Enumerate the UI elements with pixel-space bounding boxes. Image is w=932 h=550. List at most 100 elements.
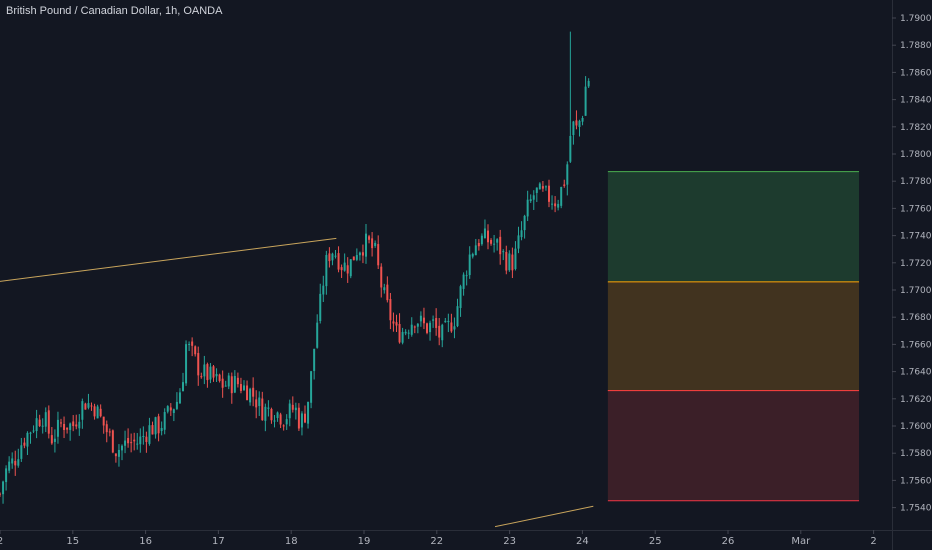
candle-body bbox=[267, 407, 270, 409]
candle-body bbox=[38, 419, 41, 427]
zone-target[interactable] bbox=[607, 171, 860, 282]
candle-body bbox=[148, 425, 151, 444]
candle-body bbox=[215, 374, 218, 377]
x-tick-label: 25 bbox=[649, 536, 662, 547]
candle-body bbox=[26, 432, 29, 447]
candle-body bbox=[313, 348, 316, 371]
candle-body bbox=[194, 346, 197, 355]
zone-entry[interactable] bbox=[607, 281, 860, 391]
y-tick-label: 1.78400 bbox=[900, 96, 932, 106]
trendline-1[interactable] bbox=[0, 237, 337, 282]
candle-body bbox=[252, 387, 255, 397]
y-tick-label: 1.76600 bbox=[900, 340, 932, 350]
candle-body bbox=[380, 266, 383, 288]
candle-body bbox=[78, 421, 81, 429]
y-tick-label: 1.77000 bbox=[900, 286, 932, 296]
candle-body bbox=[502, 251, 505, 253]
candle-body bbox=[0, 493, 1, 495]
candle-body bbox=[203, 364, 206, 377]
candle-body bbox=[456, 306, 459, 327]
candle-body bbox=[93, 406, 96, 417]
candle-body bbox=[285, 419, 288, 425]
candle-body bbox=[389, 299, 392, 321]
candle-body bbox=[154, 417, 157, 435]
x-tick-label: 18 bbox=[285, 536, 298, 547]
candle-body bbox=[23, 442, 26, 446]
candle-body bbox=[11, 458, 14, 464]
candle-body bbox=[404, 331, 407, 334]
candle-body bbox=[151, 425, 154, 435]
candle-body bbox=[407, 332, 410, 334]
candle-body bbox=[8, 461, 11, 471]
y-tick-label: 1.78200 bbox=[900, 123, 932, 133]
candle-body bbox=[111, 430, 114, 453]
candle-body bbox=[29, 432, 32, 434]
candle-body bbox=[41, 425, 44, 427]
candle-body bbox=[47, 410, 50, 434]
candle-body bbox=[578, 120, 581, 127]
x-axis-ticks: 2 15 16 17 18 19 22 23 24 25 26 Mar 2 bbox=[0, 530, 877, 547]
candle-body bbox=[221, 378, 224, 388]
candle-body bbox=[206, 364, 209, 381]
candle-body bbox=[72, 421, 75, 427]
candle-body bbox=[371, 238, 374, 249]
candle-body bbox=[340, 267, 343, 271]
candle-body bbox=[395, 322, 398, 326]
candle-body bbox=[529, 199, 532, 202]
candle-body bbox=[191, 341, 194, 346]
candle-body bbox=[172, 409, 175, 413]
candle-body bbox=[233, 375, 236, 393]
x-tick-label: 15 bbox=[66, 536, 79, 547]
candle-body bbox=[365, 233, 367, 257]
candles bbox=[0, 31, 590, 504]
candle-body bbox=[288, 403, 291, 419]
chart-title: British Pound / Canadian Dollar, 1h, OAN… bbox=[6, 5, 223, 17]
candle-body bbox=[459, 286, 462, 308]
candle-body bbox=[273, 420, 276, 422]
y-tick-label: 1.75400 bbox=[900, 504, 932, 514]
candle-body bbox=[462, 274, 465, 289]
candle-body bbox=[352, 256, 355, 261]
candle-body bbox=[477, 242, 480, 247]
candle-body bbox=[96, 406, 99, 419]
candle-body bbox=[337, 253, 340, 270]
y-tick-label: 1.76200 bbox=[900, 395, 932, 405]
candle-body bbox=[355, 255, 358, 260]
candle-body bbox=[587, 80, 590, 87]
candle-body bbox=[102, 416, 105, 426]
y-tick-label: 1.76800 bbox=[900, 313, 932, 323]
candle-body bbox=[538, 183, 541, 190]
zone-stop[interactable] bbox=[607, 390, 860, 501]
candle-body bbox=[322, 285, 325, 295]
candle-body bbox=[90, 405, 93, 407]
candle-body bbox=[480, 235, 483, 245]
candle-body bbox=[422, 317, 425, 324]
trendline-2[interactable] bbox=[494, 505, 594, 528]
candle-body bbox=[224, 385, 227, 387]
candle-body bbox=[258, 397, 261, 407]
candle-body bbox=[200, 376, 203, 378]
candle-body bbox=[453, 326, 456, 330]
candle-body bbox=[145, 436, 148, 443]
candle-body bbox=[426, 323, 428, 333]
candle-body bbox=[270, 408, 273, 421]
candle-body bbox=[557, 203, 560, 208]
candle-body bbox=[548, 185, 550, 202]
candle-body bbox=[227, 375, 230, 387]
candle-body bbox=[511, 254, 514, 271]
candle-body bbox=[554, 203, 557, 207]
candle-body bbox=[566, 164, 569, 185]
candle-body bbox=[310, 371, 313, 403]
candle-body bbox=[169, 407, 172, 411]
candle-body bbox=[429, 322, 432, 333]
candle-body bbox=[432, 319, 435, 321]
candle-body bbox=[63, 423, 66, 431]
candle-body bbox=[419, 315, 422, 322]
candle-body bbox=[331, 253, 334, 261]
candle-body bbox=[334, 255, 337, 257]
y-axis-ticks: 1.75400 1.75600 1.75800 1.76000 1.76200 1.764… bbox=[892, 14, 932, 514]
candle-body bbox=[108, 431, 111, 433]
y-tick-label: 1.77600 bbox=[900, 204, 932, 214]
candle-body bbox=[50, 435, 53, 444]
